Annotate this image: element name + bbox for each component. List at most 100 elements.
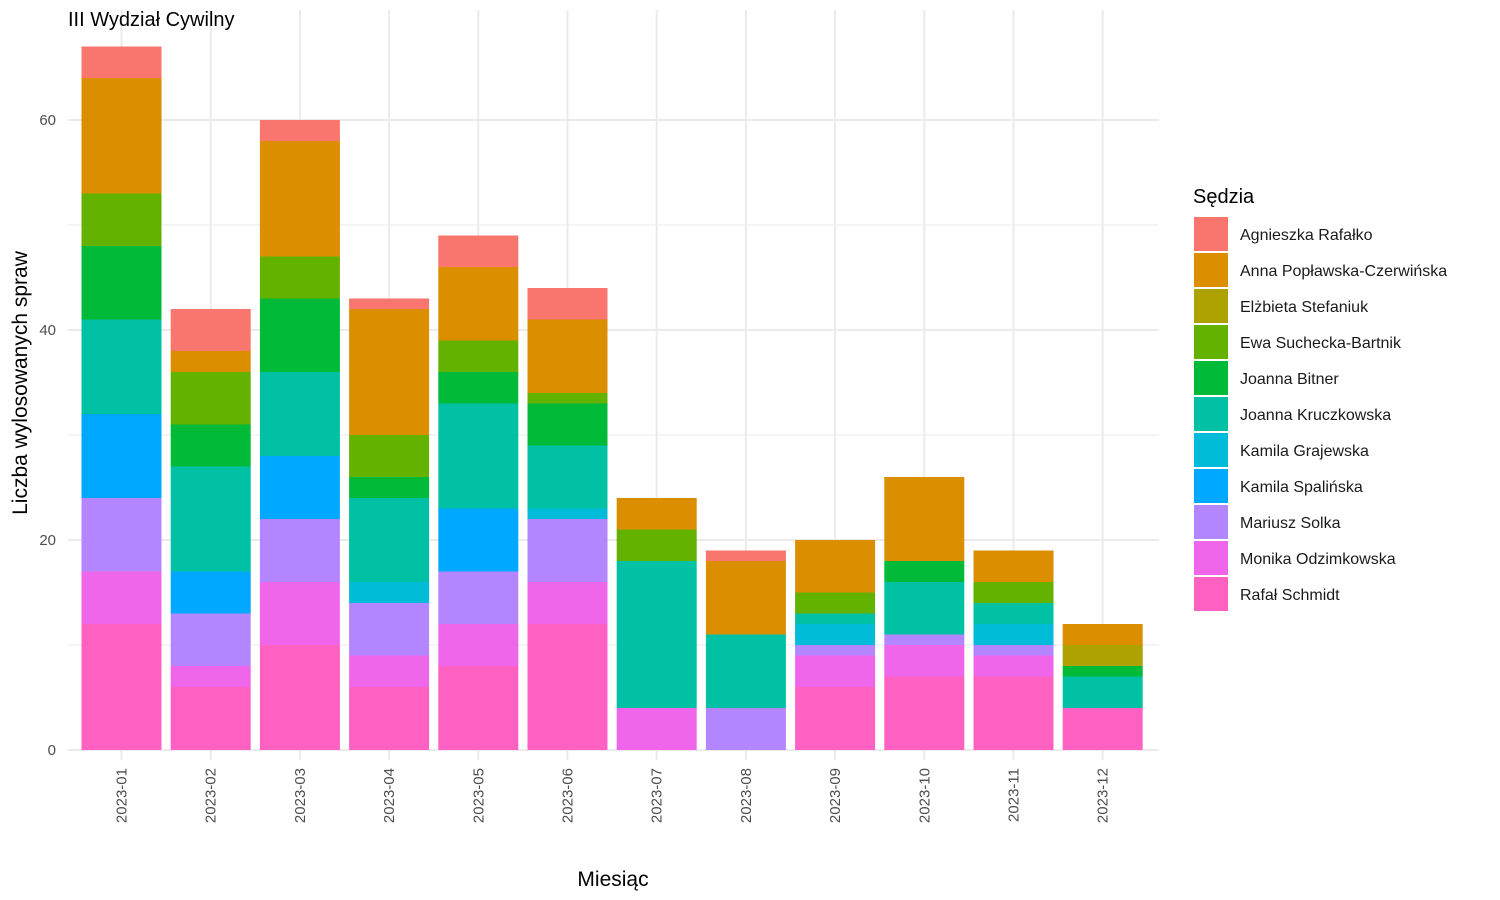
x-tick-label: 2023-11 (1006, 768, 1023, 822)
bar-segment (170, 372, 251, 425)
legend-label: Agnieszka Rafałko (1240, 227, 1373, 244)
bar-segment (349, 655, 430, 687)
x-tick-label: 2023-04 (381, 768, 398, 823)
legend-label: Ewa Suchecka-Bartnik (1240, 335, 1402, 352)
y-axis-title: Liczba wylosowanych spraw (9, 250, 32, 515)
bar-segment (170, 424, 251, 467)
legend-swatch (1194, 577, 1228, 611)
bar-segment (527, 288, 608, 320)
bar-segment (438, 624, 519, 666)
y-tick-label: 0 (48, 742, 56, 759)
bar-segment (349, 498, 430, 582)
bar-segment (1062, 666, 1143, 677)
x-tick-label: 2023-09 (827, 768, 844, 823)
bar-segment (438, 403, 519, 509)
bar-segment (438, 340, 519, 372)
bar-segment (170, 466, 251, 572)
bar-segment (438, 267, 519, 341)
bar-segment (1062, 708, 1143, 750)
legend-label: Joanna Bitner (1240, 371, 1339, 388)
legend-label: Kamila Grajewska (1240, 443, 1369, 460)
bar-segment (81, 319, 162, 414)
bar-segment (259, 120, 340, 141)
bar-segment (884, 645, 965, 677)
legend-title: Sędzia (1193, 186, 1255, 208)
bar-segment (259, 372, 340, 456)
legend-swatch (1194, 361, 1228, 395)
bar-segment (616, 561, 697, 708)
legend-swatch (1194, 541, 1228, 575)
bar-segment (527, 624, 608, 750)
bar-segment (170, 666, 251, 687)
x-tick-label: 2023-02 (203, 768, 220, 823)
bar-segment (1062, 645, 1143, 666)
legend-label: Joanna Kruczkowska (1240, 407, 1391, 424)
bar-segment (81, 246, 162, 320)
legend-swatch (1194, 397, 1228, 431)
bar-segment (170, 571, 251, 614)
bar-segment (259, 141, 340, 257)
legend-label: Kamila Spalińska (1240, 479, 1363, 496)
bar-segment (259, 645, 340, 750)
legend-label: Rafał Schmidt (1240, 587, 1340, 604)
bar-segment (705, 550, 786, 561)
bar-segment (170, 613, 251, 666)
bar-segment (527, 582, 608, 624)
bar-segment (438, 372, 519, 404)
bar-segment (527, 319, 608, 393)
legend-label: Elżbieta Stefaniuk (1240, 299, 1369, 316)
bar-segment (973, 582, 1054, 603)
bar-segment (349, 687, 430, 750)
bar-segment (81, 498, 162, 572)
legend-swatch (1194, 469, 1228, 503)
bar-segment (884, 561, 965, 582)
x-axis-title: Miesiąc (577, 868, 648, 891)
x-tick-label: 2023-08 (738, 768, 755, 823)
bar-segment (438, 666, 519, 750)
x-tick-label: 2023-03 (292, 768, 309, 823)
bar-segment (616, 498, 697, 530)
bar-segment (973, 676, 1054, 750)
y-tick-label: 20 (39, 532, 56, 549)
bar-segment (438, 571, 519, 624)
legend-swatch (1194, 289, 1228, 323)
bar-segment (795, 592, 876, 614)
bar-segment (81, 193, 162, 246)
bar-segment (705, 634, 786, 708)
bar-segment (170, 351, 251, 372)
bar-segment (170, 687, 251, 750)
y-tick-label: 40 (39, 322, 56, 339)
bar-segment (259, 456, 340, 519)
x-tick-label: 2023-01 (114, 768, 131, 823)
legend-swatch (1194, 217, 1228, 251)
x-tick-label: 2023-10 (916, 768, 933, 823)
bar-segment (349, 435, 430, 477)
bar-segment (884, 582, 965, 635)
x-axis: 2023-01 2023-02 2023-03 2023-04 2023-05 2023-… (114, 768, 1112, 823)
legend-label: Mariusz Solka (1240, 515, 1341, 532)
legend: Sędzia Agnieszka Rafałko Anna Popławska-C… (1193, 186, 1447, 611)
bar-segment (438, 235, 519, 267)
bar-segment (1062, 676, 1143, 708)
bar-segment (527, 403, 608, 446)
bar-segment (884, 477, 965, 561)
bar-segment (438, 508, 519, 572)
bar-segment (81, 78, 162, 194)
bar-segment (349, 582, 430, 603)
bar-segment (81, 624, 162, 750)
bar-segment (973, 645, 1054, 656)
bar-segment (349, 477, 430, 498)
bar-segment (259, 519, 340, 582)
bar-segment (884, 634, 965, 645)
bar-segment (616, 708, 697, 750)
y-tick-label: 60 (39, 112, 56, 129)
bar-segment (795, 540, 876, 593)
bar-segment (81, 571, 162, 624)
bar-segment (795, 613, 876, 624)
bar-segment (795, 687, 876, 750)
legend-swatch (1194, 325, 1228, 359)
bar-segment (705, 561, 786, 635)
bar-segment (527, 508, 608, 519)
